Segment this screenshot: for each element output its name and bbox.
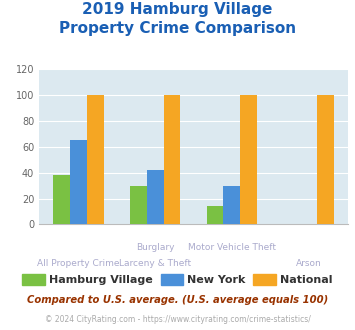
- Bar: [317, 95, 334, 224]
- Bar: [70, 140, 87, 224]
- Text: Burglary: Burglary: [136, 243, 174, 251]
- Bar: [87, 95, 104, 224]
- Text: Larceny & Theft: Larceny & Theft: [119, 259, 191, 268]
- Bar: [147, 170, 164, 224]
- Bar: [130, 185, 147, 224]
- Text: 2019 Hamburg Village: 2019 Hamburg Village: [82, 2, 273, 16]
- Text: Compared to U.S. average. (U.S. average equals 100): Compared to U.S. average. (U.S. average …: [27, 295, 328, 305]
- Legend: Hamburg Village, New York, National: Hamburg Village, New York, National: [18, 270, 337, 289]
- Text: All Property Crime: All Property Crime: [37, 259, 120, 268]
- Text: Motor Vehicle Theft: Motor Vehicle Theft: [188, 243, 276, 251]
- Bar: [223, 185, 240, 224]
- Bar: [207, 206, 223, 224]
- Bar: [240, 95, 257, 224]
- Text: © 2024 CityRating.com - https://www.cityrating.com/crime-statistics/: © 2024 CityRating.com - https://www.city…: [45, 315, 310, 324]
- Text: Arson: Arson: [296, 259, 321, 268]
- Bar: [53, 175, 70, 224]
- Text: Property Crime Comparison: Property Crime Comparison: [59, 21, 296, 36]
- Bar: [164, 95, 180, 224]
